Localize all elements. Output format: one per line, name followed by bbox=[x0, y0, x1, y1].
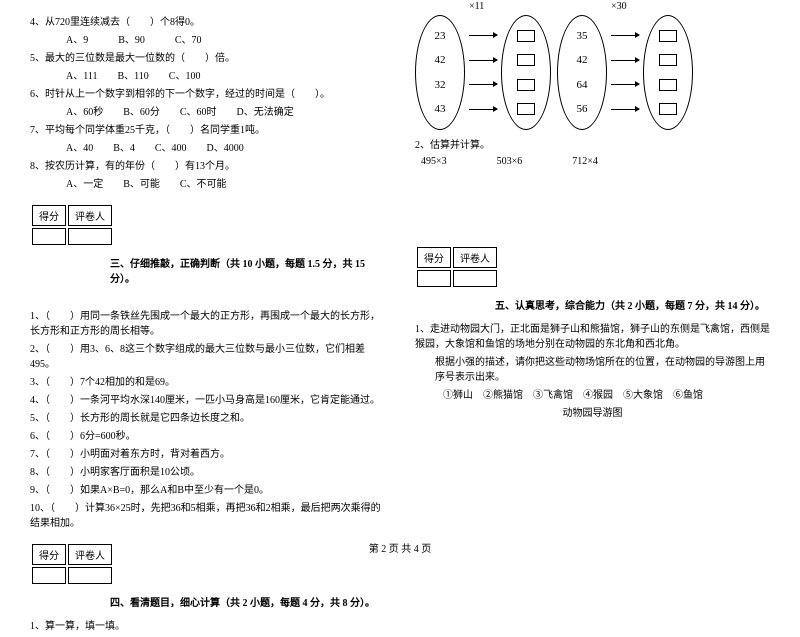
q6-opts: A、60秒 B、60分 C、60时 D、无法确定 bbox=[30, 105, 385, 120]
s5-map-title: 动物园导游图 bbox=[415, 406, 770, 421]
oval-output-1 bbox=[501, 15, 551, 130]
arrow-icon bbox=[469, 35, 497, 36]
oval-output-2 bbox=[643, 15, 693, 130]
calc1: 1、算一算，填一填。 bbox=[30, 619, 385, 634]
q8: 8、按农历计算，有的年份（ ）有13个月。 bbox=[30, 159, 385, 174]
score-cell bbox=[32, 567, 66, 584]
arrow-icon bbox=[611, 84, 639, 85]
est-2: 503×6 bbox=[497, 156, 523, 167]
arrow-icon bbox=[469, 60, 497, 61]
j7: 7、（ ）小明面对着东方时，背对着西方。 bbox=[30, 447, 385, 462]
answer-box bbox=[517, 30, 535, 42]
grader-cell bbox=[68, 567, 112, 584]
q5-opts: A、111 B、110 C、100 bbox=[30, 69, 385, 84]
mult-label-2: ×30 bbox=[611, 1, 627, 12]
section-5-title: 五、认真思考，综合能力（共 2 小题，每题 7 分，共 14 分）。 bbox=[415, 297, 770, 312]
mult-label-1: ×11 bbox=[469, 1, 484, 12]
s5-2: 根据小强的描述，请你把这些动物场馆所在的位置，在动物园的导游图上用序号表示出来。 bbox=[415, 355, 770, 385]
section-3-title: 三、仔细推敲，正确判断（共 10 小题，每题 1.5 分，共 15 分）。 bbox=[30, 255, 385, 285]
answer-box bbox=[659, 79, 677, 91]
oval-group-2: ×30 35 42 64 56 bbox=[557, 15, 693, 130]
arrow-icon bbox=[611, 109, 639, 110]
oval-val: 23 bbox=[435, 30, 446, 42]
q6: 6、时针从上一个数字到相邻的下一个数字，经过的时间是（ ）。 bbox=[30, 87, 385, 102]
oval-val: 64 bbox=[577, 79, 588, 91]
q7: 7、平均每个同学体重25千克，（ ）名同学重1吨。 bbox=[30, 123, 385, 138]
q7-opts: A、40 B、4 C、400 D、4000 bbox=[30, 141, 385, 156]
score-table-1: 得分 评卷人 bbox=[30, 203, 114, 247]
q5: 5、最大的三位数是最大一位数的（ ）倍。 bbox=[30, 51, 385, 66]
j10: 10、（ ）计算36×25时，先把36和5相乘，再把36和2相乘，最后把两次乘得… bbox=[30, 501, 385, 531]
oval-val: 42 bbox=[435, 54, 446, 66]
j8: 8、（ ）小明家客厅面积是10公顷。 bbox=[30, 465, 385, 480]
answer-box bbox=[517, 79, 535, 91]
page-footer: 第 2 页 共 4 页 bbox=[0, 540, 800, 555]
answer-box bbox=[517, 54, 535, 66]
j1: 1、（ ）用同一条铁丝先围成一个最大的正方形，再围成一个最大的长方形，长方形和正… bbox=[30, 309, 385, 339]
est-1: 495×3 bbox=[421, 156, 447, 167]
q8-opts: A、一定 B、可能 C、不可能 bbox=[30, 177, 385, 192]
arrow-icon bbox=[469, 109, 497, 110]
s5-1: 1、走进动物园大门，正北面是狮子山和熊猫馆，狮子山的东侧是飞禽馆，西侧是猴园，大… bbox=[415, 322, 770, 352]
answer-box bbox=[517, 103, 535, 115]
section-4-title: 四、看清题目，细心计算（共 2 小题，每题 4 分，共 8 分）。 bbox=[30, 594, 385, 609]
oval-input-1: 23 42 32 43 bbox=[415, 15, 465, 130]
est-3: 712×4 bbox=[572, 156, 598, 167]
calc2: 2、估算并计算。 bbox=[415, 138, 770, 153]
oval-val: 35 bbox=[577, 30, 588, 42]
j2: 2、（ ）用3、6、8这三个数字组成的最大三位数与最小三位数，它们相差495。 bbox=[30, 342, 385, 372]
grader-label: 评卷人 bbox=[453, 247, 497, 268]
grader-label: 评卷人 bbox=[68, 205, 112, 226]
q4: 4、从720里连续减去（ ）个8得0。 bbox=[30, 15, 385, 30]
j5: 5、（ ）长方形的周长就是它四条边长度之和。 bbox=[30, 411, 385, 426]
arrow-icon bbox=[469, 84, 497, 85]
arrows-2 bbox=[611, 15, 639, 130]
answer-box bbox=[659, 103, 677, 115]
oval-group-1: ×11 23 42 32 43 bbox=[415, 15, 551, 130]
oval-diagrams: ×11 23 42 32 43 bbox=[415, 15, 770, 130]
grader-cell bbox=[68, 228, 112, 245]
score-cell bbox=[417, 270, 451, 287]
j6: 6、（ ）6分=600秒。 bbox=[30, 429, 385, 444]
grader-cell bbox=[453, 270, 497, 287]
answer-box bbox=[659, 54, 677, 66]
oval-val: 56 bbox=[577, 103, 588, 115]
arrow-icon bbox=[611, 35, 639, 36]
answer-box bbox=[659, 30, 677, 42]
q4-opts: A、9 B、90 C、70 bbox=[30, 33, 385, 48]
arrow-icon bbox=[611, 60, 639, 61]
s5-opts: ①狮山 ②熊猫馆 ③飞禽馆 ④猴园 ⑤大象馆 ⑥鱼馆 bbox=[415, 388, 770, 403]
estimate-row: 495×3 503×6 712×4 bbox=[415, 156, 770, 167]
oval-input-2: 35 42 64 56 bbox=[557, 15, 607, 130]
score-label: 得分 bbox=[417, 247, 451, 268]
arrows-1 bbox=[469, 15, 497, 130]
oval-val: 32 bbox=[435, 79, 446, 91]
j4: 4、（ ）一条河平均水深140厘米，一匹小马身高是160厘米，它肯定能通过。 bbox=[30, 393, 385, 408]
oval-val: 42 bbox=[577, 54, 588, 66]
oval-val: 43 bbox=[435, 103, 446, 115]
score-table-3: 得分 评卷人 bbox=[415, 245, 499, 289]
j3: 3、（ ）7个42相加的和是69。 bbox=[30, 375, 385, 390]
score-label: 得分 bbox=[32, 205, 66, 226]
score-cell bbox=[32, 228, 66, 245]
j9: 9、（ ）如果A×B=0，那么A和B中至少有一个是0。 bbox=[30, 483, 385, 498]
